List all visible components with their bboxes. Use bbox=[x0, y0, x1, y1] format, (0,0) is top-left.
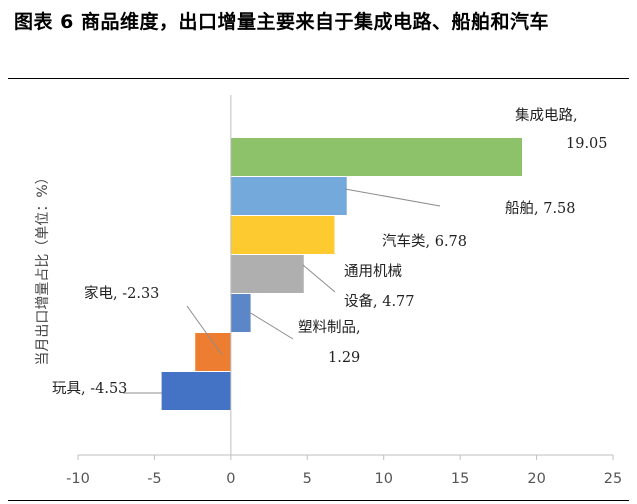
x-tick-label-1: -5 bbox=[147, 471, 161, 487]
bar-3 bbox=[230, 255, 304, 293]
x-tick-label-7: 25 bbox=[604, 471, 622, 487]
leader-lines-group bbox=[123, 188, 441, 394]
x-tick-label-3: 5 bbox=[303, 471, 312, 487]
leader-line-1 bbox=[344, 188, 441, 207]
data-label-1-0: 船舶, 7.58 bbox=[505, 200, 576, 217]
data-label-0-0: 集成电路, bbox=[515, 107, 578, 124]
data-label-5-0: 家电, -2.33 bbox=[84, 285, 159, 302]
title-divider bbox=[8, 78, 629, 79]
data-label-4-1: 1.29 bbox=[328, 350, 360, 366]
leader-line-3 bbox=[302, 264, 336, 293]
leader-line-4 bbox=[248, 311, 294, 340]
x-tick-label-2: 0 bbox=[226, 471, 235, 487]
x-tick-label-5: 15 bbox=[451, 471, 469, 487]
data-label-6-0: 玩具, -4.53 bbox=[52, 381, 127, 397]
bar-6 bbox=[161, 372, 231, 410]
bar-0 bbox=[230, 138, 523, 176]
leader-line-5 bbox=[186, 305, 223, 356]
bars-group bbox=[161, 138, 523, 410]
figure-title: 图表 6 商品维度，出口增量主要来自于集成电路、船舶和汽车 bbox=[14, 11, 549, 33]
data-label-3-0: 通用机械 bbox=[344, 263, 402, 280]
y-axis-label: 当月出口增量占比（单位：%） bbox=[35, 170, 51, 365]
data-label-2-0: 汽车类, 6.78 bbox=[382, 233, 467, 250]
bar-4 bbox=[230, 294, 251, 332]
data-label-4-0: 塑料制品, bbox=[298, 319, 361, 336]
x-tick-label-0: -10 bbox=[66, 471, 90, 487]
x-tick-label-4: 10 bbox=[374, 471, 392, 487]
bar-1 bbox=[230, 177, 347, 215]
data-label-3-1: 设备, 4.77 bbox=[344, 293, 415, 310]
x-tick-label-6: 20 bbox=[527, 471, 545, 487]
bar-5 bbox=[195, 333, 231, 371]
bar-2 bbox=[230, 216, 335, 254]
bottom-divider bbox=[8, 500, 629, 501]
data-label-0-1: 19.05 bbox=[566, 136, 608, 152]
x-axis: -10 -5 0 5 10 15 20 25 bbox=[66, 95, 622, 487]
